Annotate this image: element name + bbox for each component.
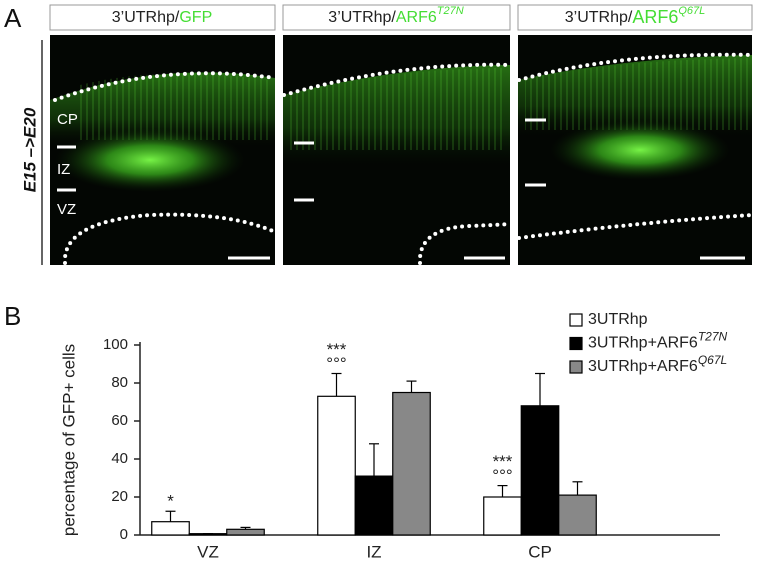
legend-label: 3UTRhp+ARF6T27N — [588, 330, 728, 352]
bar — [520, 405, 560, 536]
bar-chart: 020406080100VZ*IZ***°°°CP***°°°3UTRhp3UT… — [103, 311, 728, 561]
error-bar — [331, 372, 342, 397]
title-prefix: 3’UTRhp/ — [328, 9, 396, 26]
bar — [483, 496, 522, 536]
error-bar — [572, 481, 583, 496]
error-bar — [497, 485, 508, 497]
y-tick-label: 40 — [111, 450, 128, 467]
legend-name: 3UTRhp+ARF6 — [588, 358, 698, 375]
bar — [558, 494, 597, 536]
bar — [226, 528, 265, 536]
panel-label: B — [4, 301, 21, 331]
panel-header — [49, 4, 276, 31]
y-tick-label: 80 — [111, 374, 128, 391]
title-construct: ARF6 — [396, 9, 437, 26]
y-tick-label: 100 — [103, 336, 128, 353]
micrograph — [50, 35, 277, 265]
y-tick-label: 0 — [120, 526, 128, 543]
layer-label: CP — [57, 111, 78, 128]
condition-label: E15 –>E20 — [20, 107, 39, 192]
legend-name: 3UTRhp+ARF6 — [588, 335, 698, 352]
title-construct: ARF6 — [632, 7, 678, 27]
title-prefix: 3’UTRhp/ — [112, 9, 180, 26]
error-bar — [369, 443, 379, 477]
error-bar — [240, 526, 251, 530]
legend-swatch — [569, 360, 583, 374]
error-bar — [406, 380, 417, 393]
panel-header — [282, 4, 511, 31]
legend-sup: T27N — [698, 330, 728, 344]
bar — [392, 391, 431, 536]
bar — [354, 475, 394, 536]
error-bar — [165, 510, 176, 522]
layer-label: IZ — [57, 161, 70, 178]
bar — [151, 521, 190, 536]
legend-label: 3UTRhp — [588, 311, 648, 328]
y-tick-label: 60 — [111, 412, 128, 429]
x-tick-label: IZ — [366, 542, 381, 561]
micrograph — [282, 35, 512, 265]
significance-mark: *** — [493, 452, 513, 471]
y-tick-label: 20 — [111, 488, 128, 505]
legend-sup: Q67L — [698, 353, 727, 367]
title-prefix: 3’UTRhp/ — [565, 9, 633, 26]
significance-mark: °°° — [492, 466, 512, 485]
title-mutation: T27N — [437, 5, 464, 17]
error-bar — [535, 372, 545, 406]
y-axis-label: percentage of GFP+ cells — [59, 344, 78, 536]
micrograph — [517, 35, 754, 265]
panel-title: 3’UTRhp/ARF6Q67L — [565, 5, 706, 27]
legend-swatch — [569, 336, 583, 351]
legend-name: 3UTRhp — [588, 311, 648, 328]
significance-mark: °°° — [326, 354, 346, 373]
legend-label: 3UTRhp+ARF6Q67L — [588, 353, 727, 375]
panel-title: 3’UTRhp/GFP — [112, 9, 212, 26]
panel-header — [517, 4, 753, 31]
legend-swatch — [569, 313, 583, 327]
bar — [317, 395, 356, 536]
panel-label: A — [4, 3, 22, 33]
x-tick-label: CP — [528, 542, 552, 561]
significance-mark: *** — [327, 340, 347, 359]
title-construct: GFP — [179, 9, 212, 26]
panel-title: 3’UTRhp/ARF6T27N — [328, 5, 463, 26]
layer-label: VZ — [57, 201, 76, 218]
significance-mark: * — [167, 492, 174, 511]
x-tick-label: VZ — [197, 542, 219, 561]
title-mutation: Q67L — [678, 5, 705, 17]
